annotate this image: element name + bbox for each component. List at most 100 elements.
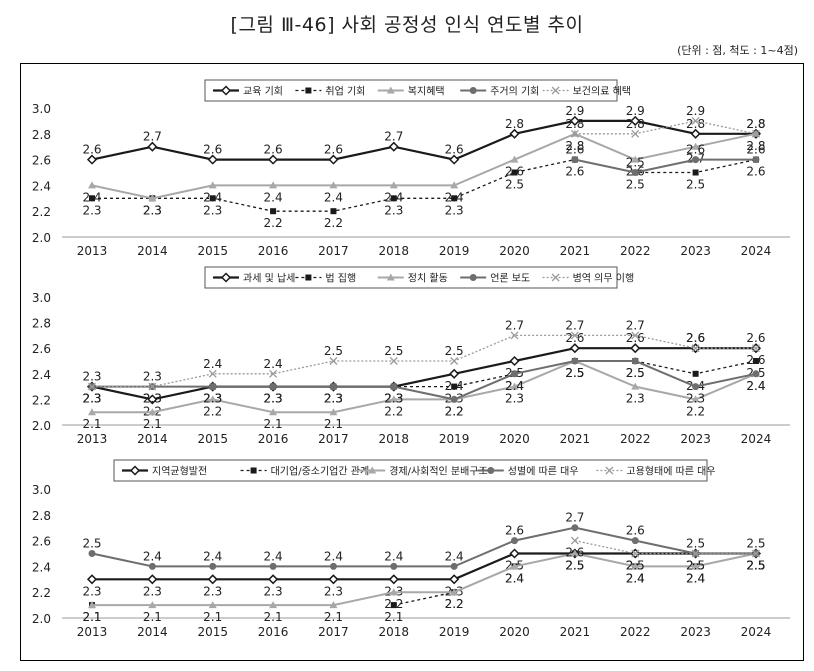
- data-point: [449, 368, 460, 379]
- x-tick-label: 2013: [77, 432, 108, 446]
- data-point: [752, 370, 760, 378]
- series-line: [92, 552, 756, 581]
- data-point: [511, 169, 518, 176]
- x-tick-label: 2015: [197, 244, 228, 258]
- data-label: 2.6: [505, 524, 524, 538]
- data-label: 2.3: [384, 203, 403, 217]
- data-label: 2.4: [505, 379, 524, 393]
- data-label: 2.4: [445, 190, 464, 204]
- data-point: [692, 370, 699, 377]
- data-point: [631, 562, 640, 570]
- x-tick-label: 2016: [258, 244, 289, 258]
- data-point: [389, 181, 398, 189]
- data-label: 2.4: [203, 190, 222, 204]
- legend-box: [113, 459, 708, 482]
- x-tick-label: 2024: [741, 625, 772, 639]
- y-tick-label: 2.8: [32, 509, 51, 523]
- y-tick-label: 2.2: [32, 205, 51, 219]
- data-label: 2.4: [264, 190, 283, 204]
- legend-marker: [129, 465, 141, 476]
- data-point: [390, 602, 397, 609]
- data-label: 2.3: [203, 392, 222, 406]
- data-point: [570, 549, 579, 557]
- data-point: [690, 128, 701, 139]
- data-label: 2.3: [626, 392, 645, 406]
- data-label: 2.8: [505, 117, 524, 131]
- data-point: [390, 195, 397, 202]
- data-point: [89, 195, 95, 202]
- series-line: [574, 120, 757, 135]
- legend-item: 취업 기회: [295, 85, 365, 98]
- data-label: 2.9: [626, 104, 645, 118]
- data-point: [208, 601, 217, 609]
- x-tick-label: 2021: [560, 432, 591, 446]
- data-label: 2.8: [565, 139, 584, 153]
- figure-title: [그림 Ⅲ-46] 사회 공정성 인식 연도별 추이: [230, 14, 584, 36]
- data-label: 2.5: [565, 366, 584, 380]
- data-point: [269, 601, 278, 609]
- data-label: 2.6: [565, 331, 584, 345]
- y-tick-label: 2.2: [32, 586, 51, 600]
- data-point: [631, 382, 640, 390]
- data-label: 2.5: [686, 537, 705, 551]
- data-label: 2.4: [264, 357, 283, 371]
- data-point: [692, 169, 699, 176]
- legend-marker: [220, 85, 232, 96]
- x-tick-label: 2014: [137, 625, 168, 639]
- data-point: [511, 370, 519, 378]
- data-label: 2.5: [626, 559, 645, 573]
- data-label: 2.6: [324, 143, 343, 157]
- series-4: 2.52.4 2.4 2.4 2.4 2.4 2.42.62.72.62.5 2.5: [82, 511, 766, 570]
- data-label: 2.4: [264, 549, 283, 563]
- y-tick-label: 2.0: [32, 612, 51, 626]
- data-point: [630, 343, 641, 354]
- data-label: 2.8: [746, 117, 765, 131]
- data-label: 2.6: [505, 165, 524, 179]
- data-label: 2.5: [565, 559, 584, 573]
- data-point: [388, 141, 399, 152]
- x-tick-label: 2020: [499, 244, 530, 258]
- x-tick-label: 2023: [680, 244, 711, 258]
- data-point: [631, 129, 640, 138]
- legend-label: 정치 활동: [408, 272, 448, 285]
- data-label: 2.6: [626, 331, 645, 345]
- data-point: [691, 344, 700, 353]
- data-point: [269, 181, 278, 189]
- legend-item: 법 집행: [295, 273, 356, 285]
- x-tick-label: 2018: [379, 432, 410, 446]
- data-point: [570, 536, 579, 545]
- legend-label: 병역 의무 이행: [573, 273, 635, 285]
- data-point: [691, 395, 700, 403]
- data-label: 2.4: [686, 571, 705, 585]
- data-point: [389, 357, 398, 365]
- series-line: [91, 526, 756, 568]
- series-line: [92, 360, 757, 401]
- data-label: 2.5: [505, 178, 524, 192]
- series-5: 2.3 2.32.4 2.42.5 2.5 2.52.7 2.7 2.72.6 2.6: [82, 318, 766, 391]
- data-label: 2.1: [264, 610, 283, 624]
- data-point: [147, 394, 158, 405]
- data-point: [510, 155, 519, 163]
- data-point: [569, 115, 580, 126]
- y-tick-label: 2.6: [32, 342, 51, 356]
- legend-label: 고용형태에 따른 대우: [626, 466, 715, 478]
- data-label: 2.5: [746, 559, 765, 573]
- legend: 교육 기회 취업 기회 복지혜택 주거의 기회 보건의료 혜택: [204, 79, 631, 102]
- legend-marker: [386, 273, 395, 281]
- legend-item: 과세 및 납세: [213, 272, 295, 285]
- data-point: [88, 181, 96, 189]
- data-point: [509, 548, 520, 559]
- data-point: [451, 195, 458, 202]
- data-point: [389, 588, 398, 596]
- x-tick-label: 2013: [77, 244, 108, 258]
- data-point: [752, 344, 760, 353]
- data-label: 2.3: [324, 392, 343, 406]
- legend-marker: [368, 466, 377, 474]
- legend-label: 대기업/중소기업간 관계: [271, 465, 370, 478]
- data-point: [510, 562, 519, 570]
- data-label: 2.8: [565, 117, 584, 131]
- legend-marker: [220, 272, 232, 283]
- data-point: [571, 524, 579, 532]
- data-point: [692, 383, 700, 391]
- data-label: 2.5: [626, 366, 645, 380]
